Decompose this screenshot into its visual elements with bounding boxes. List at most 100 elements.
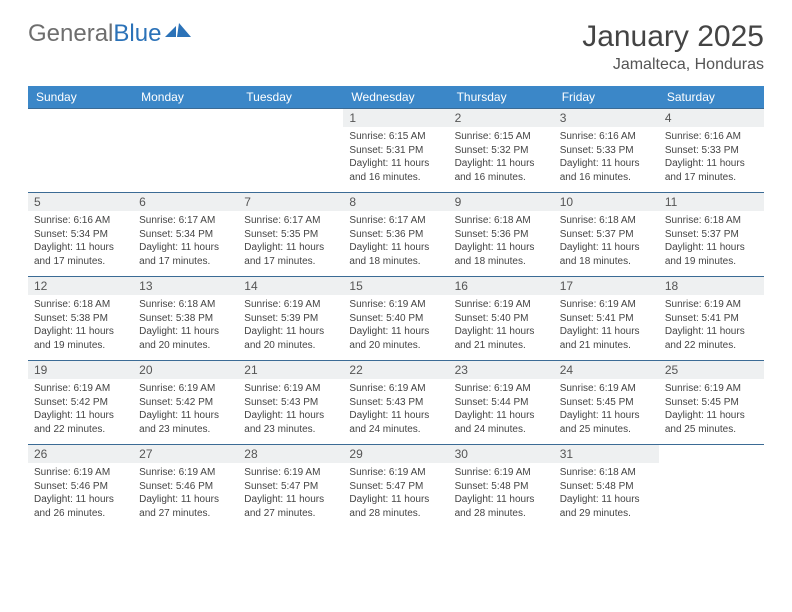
day-details: Sunrise: 6:18 AMSunset: 5:37 PMDaylight:… [659, 211, 764, 274]
day-number: 6 [133, 193, 238, 211]
day-details: Sunrise: 6:16 AMSunset: 5:33 PMDaylight:… [554, 127, 659, 190]
day-details: Sunrise: 6:18 AMSunset: 5:37 PMDaylight:… [554, 211, 659, 274]
weekday-header: Friday [554, 86, 659, 109]
calendar-day-cell: 26Sunrise: 6:19 AMSunset: 5:46 PMDayligh… [28, 445, 133, 529]
day-details: Sunrise: 6:19 AMSunset: 5:47 PMDaylight:… [343, 463, 448, 526]
day-details: Sunrise: 6:17 AMSunset: 5:35 PMDaylight:… [238, 211, 343, 274]
weekday-header: Wednesday [343, 86, 448, 109]
day-details: Sunrise: 6:19 AMSunset: 5:45 PMDaylight:… [554, 379, 659, 442]
day-details: Sunrise: 6:19 AMSunset: 5:43 PMDaylight:… [238, 379, 343, 442]
day-number: 5 [28, 193, 133, 211]
day-number: 2 [449, 109, 554, 127]
calendar-day-cell: . [133, 109, 238, 193]
day-details: Sunrise: 6:17 AMSunset: 5:36 PMDaylight:… [343, 211, 448, 274]
day-number: 31 [554, 445, 659, 463]
page-header: GeneralBlue January 2025 Jamalteca, Hond… [28, 20, 764, 74]
day-number: 28 [238, 445, 343, 463]
day-details: Sunrise: 6:19 AMSunset: 5:40 PMDaylight:… [449, 295, 554, 358]
day-details: Sunrise: 6:16 AMSunset: 5:33 PMDaylight:… [659, 127, 764, 190]
calendar-day-cell: 1Sunrise: 6:15 AMSunset: 5:31 PMDaylight… [343, 109, 448, 193]
calendar-day-cell: 17Sunrise: 6:19 AMSunset: 5:41 PMDayligh… [554, 277, 659, 361]
calendar-day-cell: 16Sunrise: 6:19 AMSunset: 5:40 PMDayligh… [449, 277, 554, 361]
day-number: 10 [554, 193, 659, 211]
day-details: Sunrise: 6:19 AMSunset: 5:46 PMDaylight:… [28, 463, 133, 526]
day-details: Sunrise: 6:19 AMSunset: 5:40 PMDaylight:… [343, 295, 448, 358]
day-number: 20 [133, 361, 238, 379]
day-details: Sunrise: 6:19 AMSunset: 5:45 PMDaylight:… [659, 379, 764, 442]
calendar-body: ...1Sunrise: 6:15 AMSunset: 5:31 PMDayli… [28, 109, 764, 529]
day-number: 4 [659, 109, 764, 127]
calendar-day-cell: 30Sunrise: 6:19 AMSunset: 5:48 PMDayligh… [449, 445, 554, 529]
calendar-day-cell: . [659, 445, 764, 529]
calendar-day-cell: 25Sunrise: 6:19 AMSunset: 5:45 PMDayligh… [659, 361, 764, 445]
calendar-day-cell: 14Sunrise: 6:19 AMSunset: 5:39 PMDayligh… [238, 277, 343, 361]
calendar-day-cell: 23Sunrise: 6:19 AMSunset: 5:44 PMDayligh… [449, 361, 554, 445]
day-details: Sunrise: 6:18 AMSunset: 5:36 PMDaylight:… [449, 211, 554, 274]
day-details: Sunrise: 6:19 AMSunset: 5:39 PMDaylight:… [238, 295, 343, 358]
title-block: January 2025 Jamalteca, Honduras [582, 20, 764, 74]
calendar-day-cell: 8Sunrise: 6:17 AMSunset: 5:36 PMDaylight… [343, 193, 448, 277]
day-number: 17 [554, 277, 659, 295]
calendar-day-cell: 6Sunrise: 6:17 AMSunset: 5:34 PMDaylight… [133, 193, 238, 277]
logo-word1: General [28, 20, 113, 48]
day-details: Sunrise: 6:18 AMSunset: 5:38 PMDaylight:… [28, 295, 133, 358]
day-details: Sunrise: 6:19 AMSunset: 5:44 PMDaylight:… [449, 379, 554, 442]
calendar-week-row: 5Sunrise: 6:16 AMSunset: 5:34 PMDaylight… [28, 193, 764, 277]
day-details: Sunrise: 6:19 AMSunset: 5:42 PMDaylight:… [28, 379, 133, 442]
day-number: 13 [133, 277, 238, 295]
day-number: 24 [554, 361, 659, 379]
day-details: Sunrise: 6:19 AMSunset: 5:41 PMDaylight:… [554, 295, 659, 358]
calendar-day-cell: 21Sunrise: 6:19 AMSunset: 5:43 PMDayligh… [238, 361, 343, 445]
calendar-week-row: 26Sunrise: 6:19 AMSunset: 5:46 PMDayligh… [28, 445, 764, 529]
logo: GeneralBlue [28, 20, 191, 48]
day-number: 18 [659, 277, 764, 295]
calendar-day-cell: 7Sunrise: 6:17 AMSunset: 5:35 PMDaylight… [238, 193, 343, 277]
day-details: Sunrise: 6:19 AMSunset: 5:42 PMDaylight:… [133, 379, 238, 442]
day-number: 19 [28, 361, 133, 379]
day-details: Sunrise: 6:16 AMSunset: 5:34 PMDaylight:… [28, 211, 133, 274]
weekday-header-row: SundayMondayTuesdayWednesdayThursdayFrid… [28, 86, 764, 109]
calendar-day-cell: 3Sunrise: 6:16 AMSunset: 5:33 PMDaylight… [554, 109, 659, 193]
weekday-header: Thursday [449, 86, 554, 109]
day-number: 1 [343, 109, 448, 127]
calendar-day-cell: 2Sunrise: 6:15 AMSunset: 5:32 PMDaylight… [449, 109, 554, 193]
day-details: Sunrise: 6:19 AMSunset: 5:47 PMDaylight:… [238, 463, 343, 526]
calendar-day-cell: 31Sunrise: 6:18 AMSunset: 5:48 PMDayligh… [554, 445, 659, 529]
day-number: 14 [238, 277, 343, 295]
day-details: Sunrise: 6:15 AMSunset: 5:31 PMDaylight:… [343, 127, 448, 190]
calendar-day-cell: 9Sunrise: 6:18 AMSunset: 5:36 PMDaylight… [449, 193, 554, 277]
calendar-day-cell: 22Sunrise: 6:19 AMSunset: 5:43 PMDayligh… [343, 361, 448, 445]
calendar-day-cell: 28Sunrise: 6:19 AMSunset: 5:47 PMDayligh… [238, 445, 343, 529]
day-number: 23 [449, 361, 554, 379]
day-details: Sunrise: 6:17 AMSunset: 5:34 PMDaylight:… [133, 211, 238, 274]
calendar-day-cell: 12Sunrise: 6:18 AMSunset: 5:38 PMDayligh… [28, 277, 133, 361]
calendar-page: GeneralBlue January 2025 Jamalteca, Hond… [0, 0, 792, 549]
calendar-table: SundayMondayTuesdayWednesdayThursdayFrid… [28, 86, 764, 529]
day-number: 9 [449, 193, 554, 211]
calendar-day-cell: . [238, 109, 343, 193]
calendar-day-cell: 15Sunrise: 6:19 AMSunset: 5:40 PMDayligh… [343, 277, 448, 361]
calendar-week-row: ...1Sunrise: 6:15 AMSunset: 5:31 PMDayli… [28, 109, 764, 193]
calendar-day-cell: 20Sunrise: 6:19 AMSunset: 5:42 PMDayligh… [133, 361, 238, 445]
calendar-week-row: 19Sunrise: 6:19 AMSunset: 5:42 PMDayligh… [28, 361, 764, 445]
day-number: 30 [449, 445, 554, 463]
day-details: Sunrise: 6:19 AMSunset: 5:43 PMDaylight:… [343, 379, 448, 442]
weekday-header: Saturday [659, 86, 764, 109]
weekday-header: Sunday [28, 86, 133, 109]
day-details: Sunrise: 6:18 AMSunset: 5:38 PMDaylight:… [133, 295, 238, 358]
weekday-header: Monday [133, 86, 238, 109]
day-details: Sunrise: 6:19 AMSunset: 5:48 PMDaylight:… [449, 463, 554, 526]
calendar-day-cell: 11Sunrise: 6:18 AMSunset: 5:37 PMDayligh… [659, 193, 764, 277]
day-number: 22 [343, 361, 448, 379]
day-number: 8 [343, 193, 448, 211]
month-title: January 2025 [582, 20, 764, 54]
calendar-day-cell: 29Sunrise: 6:19 AMSunset: 5:47 PMDayligh… [343, 445, 448, 529]
day-number: 7 [238, 193, 343, 211]
calendar-day-cell: 13Sunrise: 6:18 AMSunset: 5:38 PMDayligh… [133, 277, 238, 361]
calendar-day-cell: 19Sunrise: 6:19 AMSunset: 5:42 PMDayligh… [28, 361, 133, 445]
calendar-day-cell: 24Sunrise: 6:19 AMSunset: 5:45 PMDayligh… [554, 361, 659, 445]
logo-flag-icon [165, 23, 191, 46]
day-details: Sunrise: 6:19 AMSunset: 5:41 PMDaylight:… [659, 295, 764, 358]
calendar-day-cell: 5Sunrise: 6:16 AMSunset: 5:34 PMDaylight… [28, 193, 133, 277]
day-number: 3 [554, 109, 659, 127]
